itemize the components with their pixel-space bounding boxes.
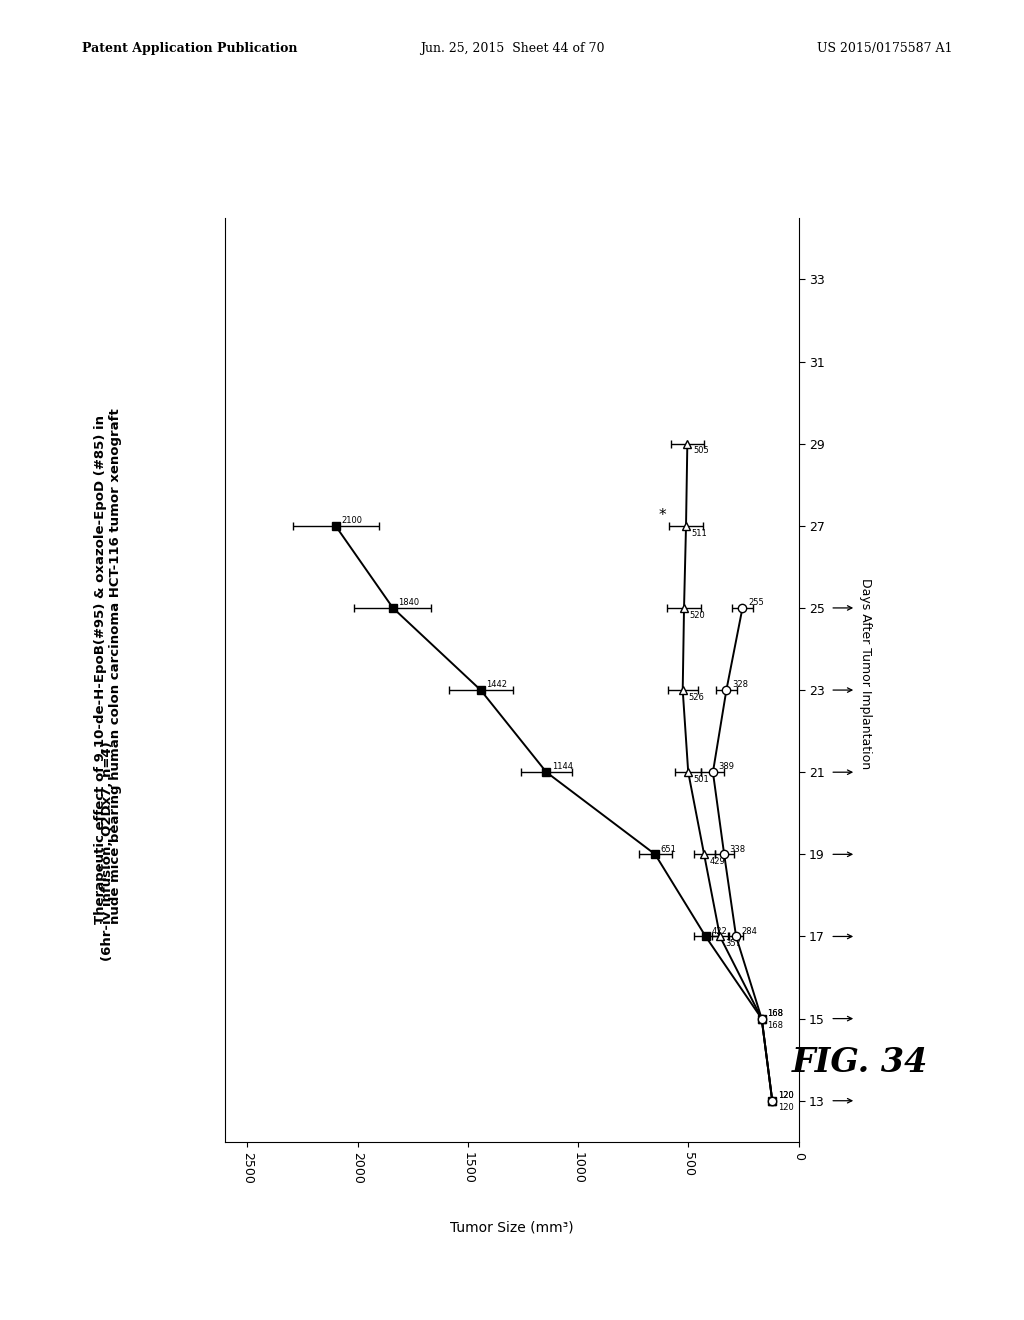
Text: 526: 526 <box>688 693 705 702</box>
Text: 357: 357 <box>726 940 741 948</box>
Text: 328: 328 <box>732 680 748 689</box>
Text: *: * <box>658 508 666 523</box>
Text: FIG. 34: FIG. 34 <box>792 1045 929 1080</box>
Text: 389: 389 <box>719 763 734 771</box>
Text: 338: 338 <box>730 845 745 854</box>
Text: 168: 168 <box>767 1022 783 1031</box>
Text: 120: 120 <box>778 1090 794 1100</box>
Text: 2100: 2100 <box>341 516 362 525</box>
Text: 651: 651 <box>660 845 677 854</box>
Text: 511: 511 <box>691 528 708 537</box>
Text: 1442: 1442 <box>486 680 507 689</box>
Text: 501: 501 <box>694 775 710 784</box>
Text: Therapeutic effect of 9,10-de-H-EpoB(#95) & oxazole-EpoD (#85) in
nude mice bear: Therapeutic effect of 9,10-de-H-EpoB(#95… <box>93 409 122 924</box>
Text: Patent Application Publication: Patent Application Publication <box>82 42 297 55</box>
Text: Days After Tumor Implantation: Days After Tumor Implantation <box>859 578 871 768</box>
Text: 1840: 1840 <box>398 598 420 607</box>
Text: Jun. 25, 2015  Sheet 44 of 70: Jun. 25, 2015 Sheet 44 of 70 <box>420 42 604 55</box>
Text: 422: 422 <box>712 927 727 936</box>
Text: (6hr-iv infusion, Q2Dx7, n=4): (6hr-iv infusion, Q2Dx7, n=4) <box>101 742 114 961</box>
Text: 120: 120 <box>778 1104 794 1113</box>
Text: 168: 168 <box>767 1008 783 1018</box>
Text: 120: 120 <box>778 1090 794 1100</box>
Text: 284: 284 <box>741 927 758 936</box>
Text: 255: 255 <box>749 598 764 607</box>
Text: 429: 429 <box>710 857 725 866</box>
Text: 168: 168 <box>767 1008 783 1018</box>
Text: 1144: 1144 <box>552 763 573 771</box>
Text: 505: 505 <box>693 446 709 455</box>
Text: US 2015/0175587 A1: US 2015/0175587 A1 <box>817 42 952 55</box>
Text: 520: 520 <box>689 611 706 619</box>
Text: Tumor Size (mm³): Tumor Size (mm³) <box>451 1220 573 1234</box>
